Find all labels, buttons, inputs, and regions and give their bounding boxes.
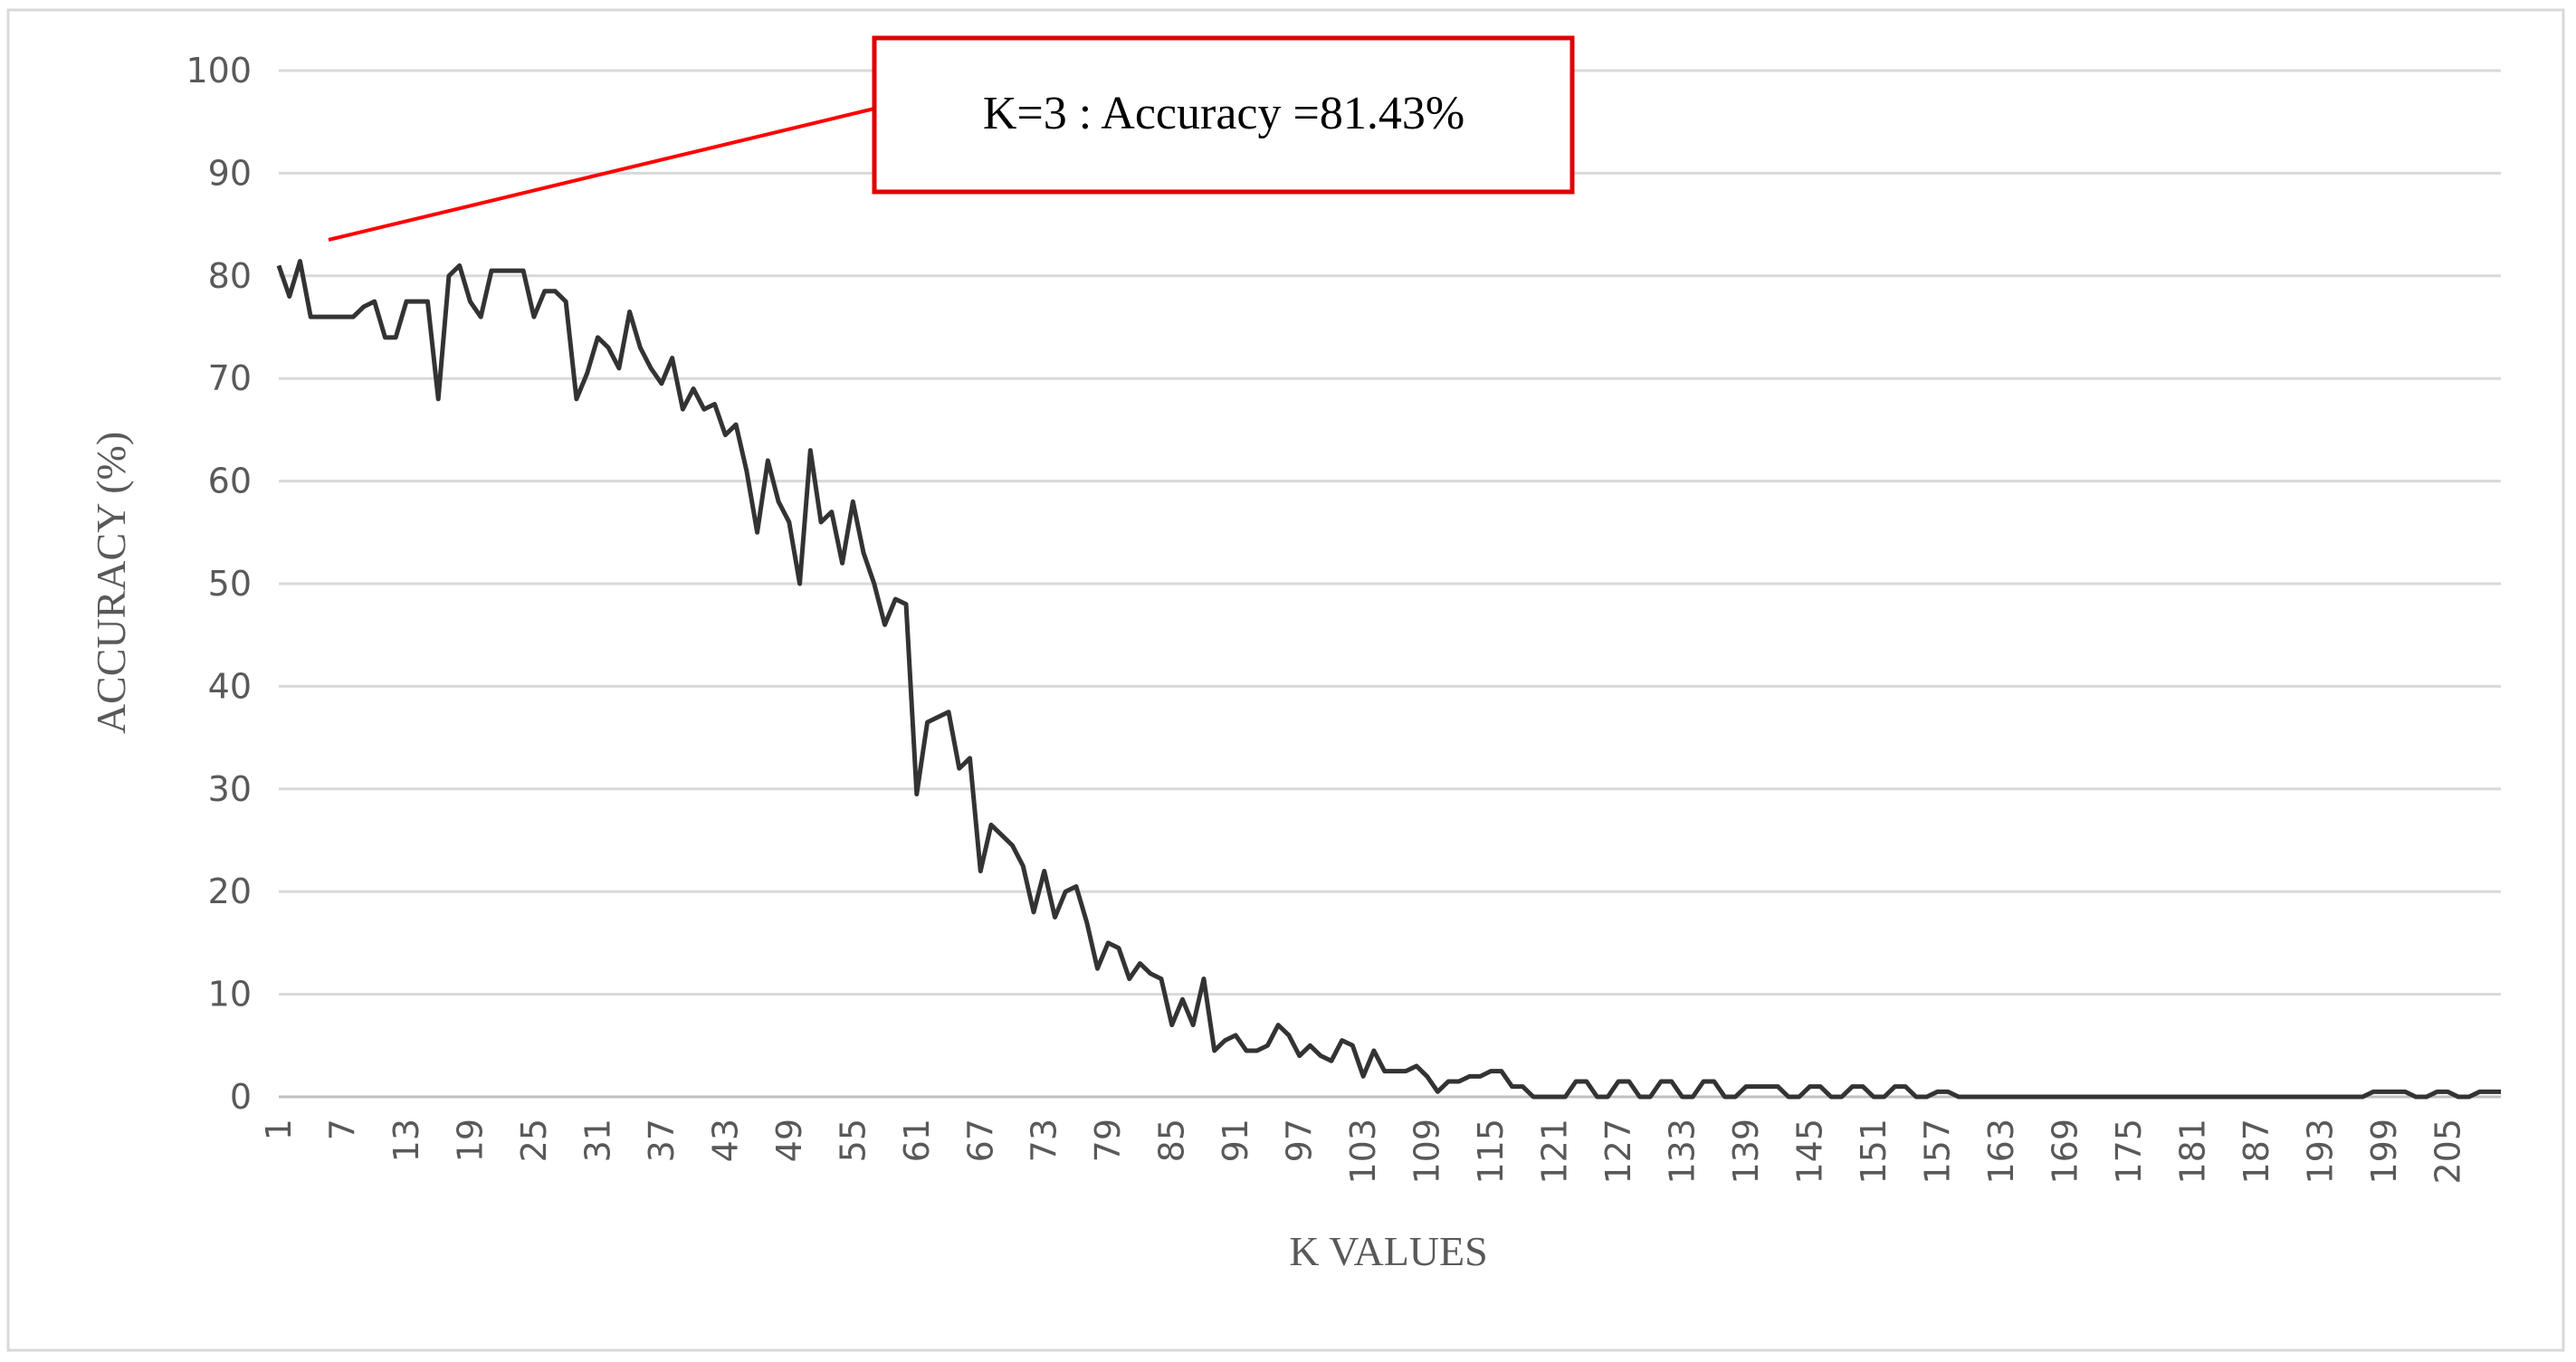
x-tick-label: 139 <box>1726 1119 1766 1185</box>
x-tick-label: 19 <box>450 1119 490 1162</box>
data-line <box>276 259 2501 1100</box>
x-tick-label: 103 <box>1343 1119 1383 1185</box>
y-tick-label: 100 <box>186 51 252 90</box>
x-tick-label: 85 <box>1152 1119 1192 1162</box>
x-tick-label: 91 <box>1216 1119 1255 1162</box>
y-tick-label: 90 <box>208 153 252 193</box>
x-tick-label: 43 <box>705 1119 745 1162</box>
x-tick-label: 145 <box>1789 1119 1829 1185</box>
x-tick-label: 133 <box>1663 1119 1703 1185</box>
plot <box>276 259 2501 1100</box>
x-tick-label: 169 <box>2045 1119 2085 1185</box>
x-tick-label: 79 <box>1088 1119 1128 1162</box>
x-tick-label: 7 <box>322 1119 362 1140</box>
x-tick-label: 175 <box>2109 1119 2149 1185</box>
x-tick-label: 49 <box>769 1119 809 1162</box>
x-tick-label: 163 <box>1981 1119 2021 1185</box>
y-tick-label: 70 <box>208 358 252 398</box>
x-tick-label: 13 <box>386 1119 426 1162</box>
x-tick-label: 205 <box>2428 1119 2467 1185</box>
y-tick-label: 50 <box>208 564 252 604</box>
x-tick-label: 1 <box>259 1119 299 1140</box>
x-tick-label: 37 <box>642 1119 682 1162</box>
x-tick-label: 199 <box>2364 1119 2404 1185</box>
annotation-box <box>872 35 1575 195</box>
x-tick-label: 157 <box>1917 1119 1957 1185</box>
x-tick-label: 109 <box>1407 1119 1447 1185</box>
y-tick-label: 20 <box>208 871 252 911</box>
x-tick-label: 187 <box>2237 1119 2276 1185</box>
y-tick-label: 80 <box>208 256 252 296</box>
x-tick-label: 97 <box>1280 1119 1320 1162</box>
x-tick-label: 31 <box>577 1119 617 1162</box>
annotation-leader <box>328 107 875 242</box>
y-tick-label: 60 <box>208 462 252 501</box>
y-tick-label: 30 <box>208 769 252 809</box>
x-tick-label: 115 <box>1471 1119 1511 1185</box>
x-tick-label: 55 <box>833 1119 873 1162</box>
y-tick-label: 0 <box>230 1077 252 1117</box>
x-tick-label: 25 <box>514 1119 554 1162</box>
x-tick-label: 151 <box>1854 1119 1894 1185</box>
y-tick-label: 40 <box>208 666 252 706</box>
x-tick-label: 193 <box>2300 1119 2340 1185</box>
annotation-text: K=3 : Accuracy =81.43% <box>983 88 1465 139</box>
x-axis-title: K VALUES <box>1289 1228 1487 1274</box>
x-tick-label: 61 <box>897 1119 937 1162</box>
x-tick-label: 181 <box>2172 1119 2212 1185</box>
x-tick-label: 127 <box>1598 1119 1638 1185</box>
y-axis-title: ACCURACY (%) <box>88 432 134 734</box>
x-tick-label: 121 <box>1535 1119 1575 1185</box>
x-tick-label: 73 <box>1025 1119 1064 1162</box>
chart-border <box>6 8 2565 1352</box>
y-tick-label: 10 <box>208 975 252 1014</box>
x-tick-label: 67 <box>960 1119 1000 1162</box>
